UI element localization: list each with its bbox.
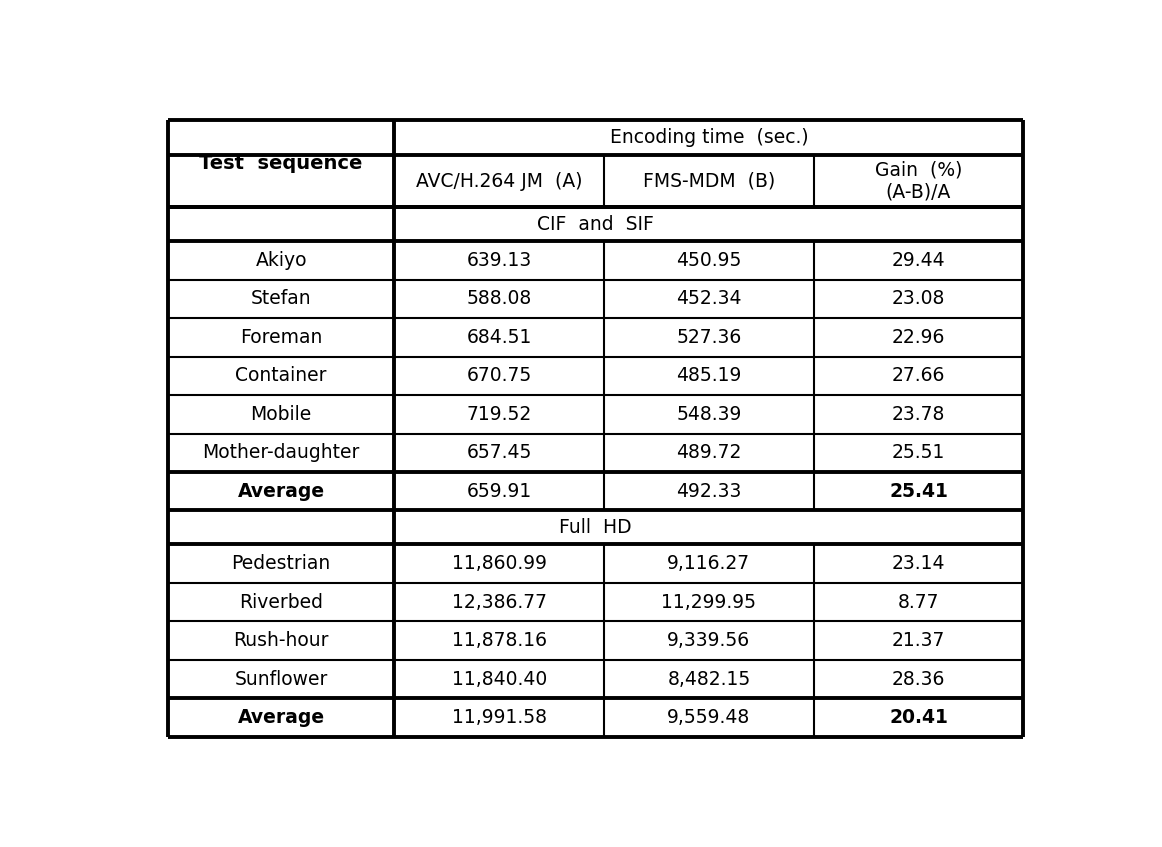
Text: Pedestrian: Pedestrian [231, 554, 331, 573]
Text: 11,840.40: 11,840.40 [452, 669, 547, 689]
Text: 527.36: 527.36 [676, 328, 741, 346]
Text: 27.66: 27.66 [891, 366, 945, 385]
Text: 450.95: 450.95 [676, 251, 741, 270]
Text: Test  sequence: Test sequence [200, 154, 363, 173]
Text: 8,482.15: 8,482.15 [667, 669, 751, 689]
Text: Rush-hour: Rush-hour [234, 631, 329, 650]
Text: 23.78: 23.78 [891, 405, 945, 424]
Text: 657.45: 657.45 [467, 443, 532, 462]
Text: 719.52: 719.52 [467, 405, 532, 424]
Text: CIF  and  SIF: CIF and SIF [537, 214, 654, 234]
Text: 9,116.27: 9,116.27 [667, 554, 751, 573]
Text: FMS-MDM  (B): FMS-MDM (B) [643, 172, 775, 191]
Text: 11,991.58: 11,991.58 [452, 708, 547, 727]
Text: 23.08: 23.08 [891, 290, 945, 308]
Text: Average: Average [237, 482, 324, 501]
Text: Average: Average [237, 708, 324, 727]
Text: 11,299.95: 11,299.95 [661, 593, 756, 612]
Text: 12,386.77: 12,386.77 [452, 593, 547, 612]
Text: 21.37: 21.37 [891, 631, 945, 650]
Text: 25.41: 25.41 [889, 482, 948, 501]
Text: 548.39: 548.39 [676, 405, 741, 424]
Text: Full  HD: Full HD [559, 518, 632, 537]
Text: 684.51: 684.51 [467, 328, 532, 346]
Text: 489.72: 489.72 [676, 443, 741, 462]
Text: 452.34: 452.34 [676, 290, 741, 308]
Text: Mother-daughter: Mother-daughter [202, 443, 360, 462]
Text: 11,860.99: 11,860.99 [452, 554, 547, 573]
Text: 28.36: 28.36 [891, 669, 945, 689]
Text: 485.19: 485.19 [676, 366, 741, 385]
Text: 670.75: 670.75 [467, 366, 532, 385]
Text: Akiyo: Akiyo [256, 251, 307, 270]
Text: Container: Container [236, 366, 327, 385]
Text: Gain  (%)
(A-B)/A: Gain (%) (A-B)/A [875, 161, 962, 202]
Text: 9,559.48: 9,559.48 [667, 708, 751, 727]
Text: 639.13: 639.13 [467, 251, 532, 270]
Text: 20.41: 20.41 [889, 708, 948, 727]
Text: 588.08: 588.08 [467, 290, 532, 308]
Text: Mobile: Mobile [251, 405, 311, 424]
Text: 9,339.56: 9,339.56 [667, 631, 751, 650]
Text: 22.96: 22.96 [891, 328, 945, 346]
Text: 8.77: 8.77 [898, 593, 939, 612]
Text: Foreman: Foreman [239, 328, 322, 346]
Text: Stefan: Stefan [251, 290, 311, 308]
Text: Sunflower: Sunflower [235, 669, 328, 689]
Text: 29.44: 29.44 [891, 251, 946, 270]
Text: AVC/H.264 JM  (A): AVC/H.264 JM (A) [416, 172, 582, 191]
Text: Encoding time  (sec.): Encoding time (sec.) [610, 128, 809, 147]
Text: 492.33: 492.33 [676, 482, 741, 501]
Text: 25.51: 25.51 [891, 443, 945, 462]
Text: 11,878.16: 11,878.16 [452, 631, 547, 650]
Text: 659.91: 659.91 [467, 482, 532, 501]
Text: 23.14: 23.14 [891, 554, 945, 573]
Text: Riverbed: Riverbed [239, 593, 323, 612]
